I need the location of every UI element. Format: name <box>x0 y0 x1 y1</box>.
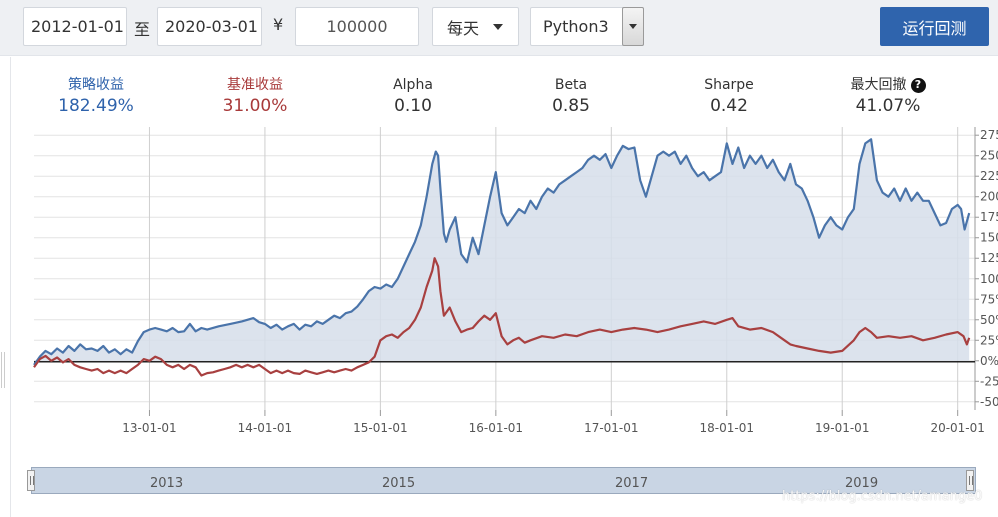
x-tick-label: 15-01-01 <box>353 421 407 435</box>
currency-symbol: ¥ <box>273 15 284 34</box>
stat-label: 基准收益 <box>227 77 283 93</box>
stat-alpha: Alpha 0.10 <box>343 76 483 116</box>
y-tick-label: 25% <box>980 333 998 347</box>
stat-value: 0.42 <box>710 96 748 116</box>
navigator-year-label: 2013 <box>150 476 184 491</box>
y-tick-label: 50% <box>980 313 998 327</box>
stat-label: 最大回撤 <box>850 77 907 93</box>
y-tick-label: -50% <box>980 395 998 409</box>
stat-value: 0.10 <box>394 96 432 116</box>
y-tick-label: 225% <box>980 169 998 183</box>
x-tick-label: 17-01-01 <box>584 421 638 435</box>
x-tick-label: 13-01-01 <box>122 421 176 435</box>
y-tick-label: -25% <box>980 374 998 388</box>
navigator-year-label: 2015 <box>382 476 416 491</box>
chevron-down-icon <box>493 24 503 30</box>
strategy-area <box>34 139 970 365</box>
navigator-right-handle[interactable] <box>966 470 974 491</box>
benchmark-series-line <box>33 257 971 377</box>
x-tick-label: 14-01-01 <box>238 421 292 435</box>
y-tick-label: 100% <box>980 272 998 286</box>
watermark: https://blog.csdn.net/amange0 <box>782 489 983 504</box>
y-tick-label: 275% <box>980 128 998 142</box>
help-icon[interactable]: ? <box>910 77 926 93</box>
capital-input[interactable]: 100000 <box>295 7 419 46</box>
language-value: Python3 <box>543 17 609 36</box>
language-select[interactable]: Python3 <box>530 7 644 46</box>
run-backtest-button[interactable]: 运行回测 <box>880 7 989 46</box>
stat-label: 策略收益 <box>68 77 124 93</box>
stat-beta: Beta 0.85 <box>501 76 641 116</box>
stat-max-drawdown: 最大回撤 ? 41.07% <box>818 76 958 116</box>
frequency-select[interactable]: 每天 <box>432 7 519 46</box>
date-range-separator: 至 <box>134 20 151 39</box>
x-tick-label: 18-01-01 <box>700 421 754 435</box>
y-tick-label: 250% <box>980 149 998 163</box>
resize-handle[interactable] <box>1 352 5 388</box>
stat-sharpe: Sharpe 0.42 <box>659 76 799 116</box>
frequency-value: 每天 <box>447 18 480 38</box>
results-panel <box>10 57 998 517</box>
language-dropdown-button[interactable] <box>622 7 644 46</box>
strategy-series-line <box>33 138 971 366</box>
navigator-year-label: 2017 <box>615 476 649 491</box>
stat-label: Alpha <box>393 77 433 93</box>
y-tick-label: 175% <box>980 210 998 224</box>
stat-value: 41.07% <box>855 96 921 116</box>
start-date-input[interactable]: 2012-01-01 <box>23 7 127 46</box>
stat-strategy-return: 策略收益 182.49% <box>26 76 166 116</box>
stat-benchmark-return: 基准收益 31.00% <box>185 76 325 116</box>
navigator-year-label: 2019 <box>845 476 879 491</box>
stat-label: Sharpe <box>704 77 754 93</box>
navigator-left-handle[interactable] <box>27 470 35 491</box>
stat-value: 182.49% <box>58 96 134 116</box>
toolbar: 2012-01-01 至 2020-03-01 ¥ 100000 每天 Pyth… <box>0 0 998 56</box>
stat-value: 31.00% <box>222 96 288 116</box>
y-tick-label: 150% <box>980 231 998 245</box>
end-date-input[interactable]: 2020-03-01 <box>157 7 262 46</box>
y-tick-label: 125% <box>980 251 998 265</box>
stat-label-row: 最大回撤 ? <box>818 76 958 94</box>
stat-label: Beta <box>554 77 588 93</box>
chevron-down-icon <box>629 24 637 29</box>
x-tick-label: 16-01-01 <box>469 421 523 435</box>
x-tick-label: 20-01-01 <box>930 421 984 435</box>
x-tick-label: 19-01-01 <box>815 421 869 435</box>
y-tick-label: 200% <box>980 190 998 204</box>
y-tick-label: 75% <box>980 292 998 306</box>
stat-value: 0.85 <box>552 96 590 116</box>
range-navigator[interactable] <box>31 467 976 494</box>
y-tick-label: 0% <box>980 354 998 368</box>
